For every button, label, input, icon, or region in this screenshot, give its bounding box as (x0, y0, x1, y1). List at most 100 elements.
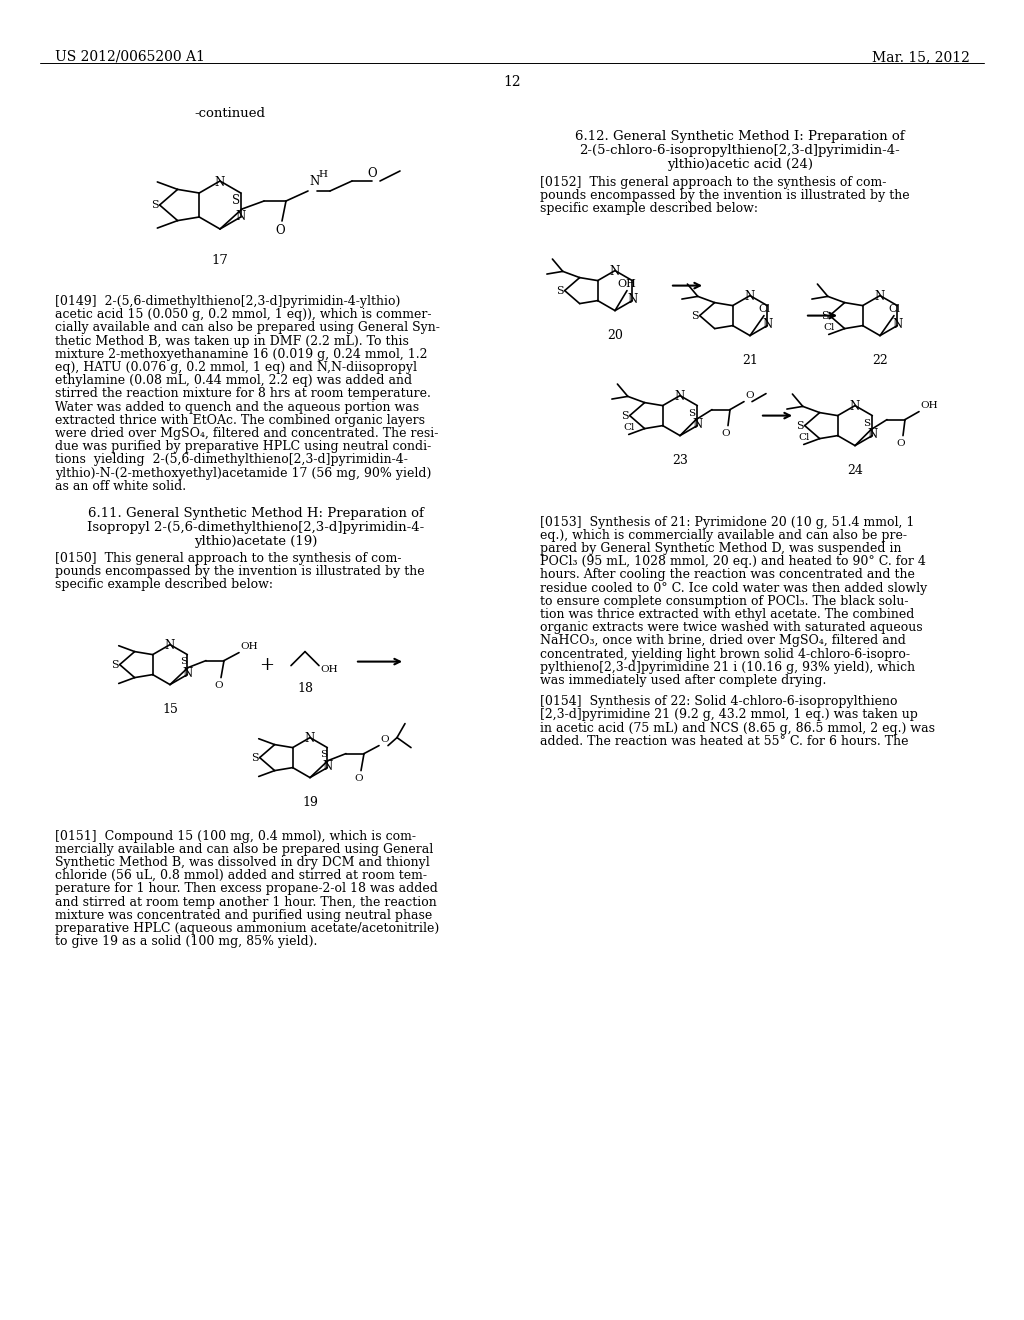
Text: specific example described below:: specific example described below: (540, 202, 758, 215)
Text: preparative HPLC (aqueous ammonium acetate/acetonitrile): preparative HPLC (aqueous ammonium aceta… (55, 921, 439, 935)
Text: Isopropyl 2-(5,6-dimethylthieno[2,3-d]pyrimidin-4-: Isopropyl 2-(5,6-dimethylthieno[2,3-d]py… (87, 521, 425, 535)
Text: acetic acid 15 (0.050 g, 0.2 mmol, 1 eq)), which is commer-: acetic acid 15 (0.050 g, 0.2 mmol, 1 eq)… (55, 308, 431, 321)
Text: 22: 22 (872, 354, 888, 367)
Text: Cl: Cl (888, 304, 900, 314)
Text: to ensure complete consumption of POCl₃. The black solu-: to ensure complete consumption of POCl₃.… (540, 595, 908, 607)
Text: perature for 1 hour. Then excess propane-2-ol 18 was added: perature for 1 hour. Then excess propane… (55, 882, 438, 895)
Text: ylthio)-N-(2-methoxyethyl)acetamide 17 (56 mg, 90% yield): ylthio)-N-(2-methoxyethyl)acetamide 17 (… (55, 466, 431, 479)
Text: was immediately used after complete drying.: was immediately used after complete dryi… (540, 675, 826, 686)
Text: N: N (874, 290, 885, 304)
Text: were dried over MgSO₄, filtered and concentrated. The resi-: were dried over MgSO₄, filtered and conc… (55, 426, 438, 440)
Text: Cl: Cl (758, 304, 770, 314)
Text: OH: OH (319, 664, 338, 673)
Text: N: N (215, 176, 225, 189)
Text: 2-(5-chloro-6-isopropylthieno[2,3-d]pyrimidin-4-: 2-(5-chloro-6-isopropylthieno[2,3-d]pyri… (580, 144, 900, 157)
Text: pared by General Synthetic Method D, was suspended in: pared by General Synthetic Method D, was… (540, 543, 901, 554)
Text: to give 19 as a solid (100 mg, 85% yield).: to give 19 as a solid (100 mg, 85% yield… (55, 935, 317, 948)
Text: O: O (745, 391, 754, 400)
Text: and stirred at room temp another 1 hour. Then, the reaction: and stirred at room temp another 1 hour.… (55, 895, 437, 908)
Text: 19: 19 (302, 796, 317, 809)
Text: Cl: Cl (623, 424, 635, 433)
Text: S: S (863, 418, 870, 428)
Text: [2,3-d]pyrimidine 21 (9.2 g, 43.2 mmol, 1 eq.) was taken up: [2,3-d]pyrimidine 21 (9.2 g, 43.2 mmol, … (540, 709, 918, 722)
Text: S: S (231, 194, 240, 207)
Text: US 2012/0065200 A1: US 2012/0065200 A1 (55, 50, 205, 63)
Text: tions  yielding  2-(5,6-dimethylthieno[2,3-d]pyrimidin-4-: tions yielding 2-(5,6-dimethylthieno[2,3… (55, 453, 408, 466)
Text: N: N (867, 428, 878, 441)
Text: Mar. 15, 2012: Mar. 15, 2012 (872, 50, 970, 63)
Text: POCl₃ (95 mL, 1028 mmol, 20 eq.) and heated to 90° C. for 4: POCl₃ (95 mL, 1028 mmol, 20 eq.) and hea… (540, 556, 926, 568)
Text: -continued: -continued (195, 107, 265, 120)
Text: O: O (368, 168, 377, 180)
Text: pounds encompassed by the invention is illustrated by the: pounds encompassed by the invention is i… (55, 565, 425, 578)
Text: S: S (319, 750, 327, 759)
Text: O: O (722, 429, 730, 438)
Text: S: S (251, 752, 258, 763)
Text: mixture was concentrated and purified using neutral phase: mixture was concentrated and purified us… (55, 908, 432, 921)
Text: S: S (111, 660, 119, 669)
Text: 18: 18 (297, 681, 313, 694)
Text: specific example described below:: specific example described below: (55, 578, 273, 591)
Text: OH: OH (240, 642, 258, 651)
Text: S: S (691, 310, 698, 321)
Text: S: S (180, 656, 187, 665)
Text: stirred the reaction mixture for 8 hrs at room temperature.: stirred the reaction mixture for 8 hrs a… (55, 387, 431, 400)
Text: [0152]  This general approach to the synthesis of com-: [0152] This general approach to the synt… (540, 176, 887, 189)
Text: N: N (627, 293, 638, 306)
Text: ylthio)acetate (19): ylthio)acetate (19) (195, 535, 317, 548)
Text: pylthieno[2,3-d]pyrimidine 21 i (10.16 g, 93% yield), which: pylthieno[2,3-d]pyrimidine 21 i (10.16 g… (540, 661, 915, 673)
Text: N: N (744, 290, 755, 304)
Text: N: N (165, 639, 175, 652)
Text: [0154]  Synthesis of 22: Solid 4-chloro-6-isopropylthieno: [0154] Synthesis of 22: Solid 4-chloro-6… (540, 696, 897, 709)
Text: O: O (275, 224, 285, 238)
Text: pounds encompassed by the invention is illustrated by the: pounds encompassed by the invention is i… (540, 189, 909, 202)
Text: 17: 17 (212, 253, 228, 267)
Text: mercially available and can also be prepared using General: mercially available and can also be prep… (55, 842, 433, 855)
Text: [0153]  Synthesis of 21: Pyrimidone 20 (10 g, 51.4 mmol, 1: [0153] Synthesis of 21: Pyrimidone 20 (1… (540, 516, 914, 528)
Text: 6.11. General Synthetic Method H: Preparation of: 6.11. General Synthetic Method H: Prepar… (88, 507, 424, 520)
Text: N: N (323, 760, 333, 774)
Text: N: N (610, 265, 621, 279)
Text: 12: 12 (503, 75, 521, 88)
Text: cially available and can also be prepared using General Syn-: cially available and can also be prepare… (55, 321, 440, 334)
Text: Cl: Cl (823, 323, 835, 333)
Text: eq.), which is commercially available and can also be pre-: eq.), which is commercially available an… (540, 529, 907, 541)
Text: S: S (688, 409, 695, 417)
Text: 15: 15 (162, 702, 178, 715)
Text: ethylamine (0.08 mL, 0.44 mmol, 2.2 eq) was added and: ethylamine (0.08 mL, 0.44 mmol, 2.2 eq) … (55, 374, 412, 387)
Text: NaHCO₃, once with brine, dried over MgSO₄, filtered and: NaHCO₃, once with brine, dried over MgSO… (540, 635, 906, 647)
Text: S: S (621, 411, 629, 421)
Text: [0150]  This general approach to the synthesis of com-: [0150] This general approach to the synt… (55, 552, 401, 565)
Text: 24: 24 (847, 463, 863, 477)
Text: as an off white solid.: as an off white solid. (55, 479, 186, 492)
Text: eq), HATU (0.076 g, 0.2 mmol, 1 eq) and N,N-diisopropyl: eq), HATU (0.076 g, 0.2 mmol, 1 eq) and … (55, 360, 417, 374)
Text: H: H (318, 170, 327, 180)
Text: concentrated, yielding light brown solid 4-chloro-6-isopro-: concentrated, yielding light brown solid… (540, 648, 910, 660)
Text: O: O (354, 774, 364, 783)
Text: N: N (236, 210, 246, 223)
Text: 20: 20 (607, 329, 623, 342)
Text: N: N (309, 176, 319, 187)
Text: O: O (215, 681, 223, 689)
Text: S: S (821, 310, 828, 321)
Text: OH: OH (920, 400, 938, 409)
Text: S: S (151, 201, 159, 210)
Text: [0151]  Compound 15 (100 mg, 0.4 mmol), which is com-: [0151] Compound 15 (100 mg, 0.4 mmol), w… (55, 829, 416, 842)
Text: N: N (892, 318, 902, 331)
Text: OH: OH (617, 279, 637, 289)
Text: N: N (305, 733, 315, 744)
Text: chloride (56 uL, 0.8 mmol) added and stirred at room tem-: chloride (56 uL, 0.8 mmol) added and sti… (55, 869, 427, 882)
Text: 23: 23 (672, 454, 688, 466)
Text: Cl: Cl (798, 433, 809, 442)
Text: in acetic acid (75 mL) and NCS (8.65 g, 86.5 mmol, 2 eq.) was: in acetic acid (75 mL) and NCS (8.65 g, … (540, 722, 935, 735)
Text: N: N (762, 318, 772, 331)
Text: O: O (897, 438, 905, 447)
Text: O: O (380, 735, 389, 743)
Text: 6.12. General Synthetic Method I: Preparation of: 6.12. General Synthetic Method I: Prepar… (575, 129, 905, 143)
Text: residue cooled to 0° C. Ice cold water was then added slowly: residue cooled to 0° C. Ice cold water w… (540, 582, 928, 594)
Text: [0149]  2-(5,6-dimethylthieno[2,3-d]pyrimidin-4-ylthio): [0149] 2-(5,6-dimethylthieno[2,3-d]pyrim… (55, 294, 400, 308)
Text: Synthetic Method B, was dissolved in dry DCM and thionyl: Synthetic Method B, was dissolved in dry… (55, 855, 430, 869)
Text: mixture 2-methoxyethanamine 16 (0.019 g, 0.24 mmol, 1.2: mixture 2-methoxyethanamine 16 (0.019 g,… (55, 347, 427, 360)
Text: N: N (675, 391, 685, 403)
Text: extracted thrice with EtOAc. The combined organic layers: extracted thrice with EtOAc. The combine… (55, 413, 425, 426)
